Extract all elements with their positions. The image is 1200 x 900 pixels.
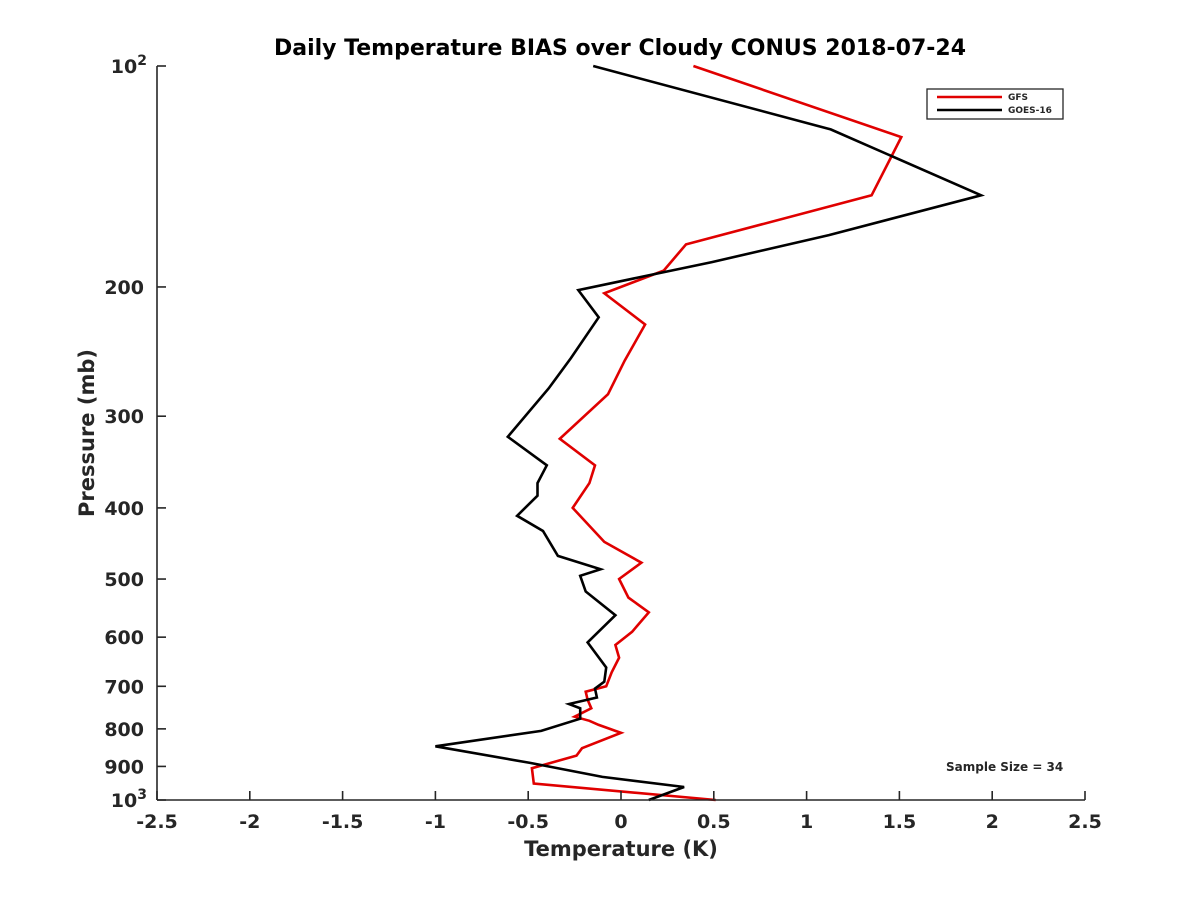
y-tick-label: 900 [104,756,144,778]
y-ticks: 200 300 400 500 600 700 800 900 102 103 [104,53,166,812]
x-tick-label: 0 [614,811,627,833]
legend-box [926,88,1064,120]
x-tick-label: 2 [986,811,999,833]
x-axis-label: Temperature (K) [524,837,718,861]
y-tick-label: 700 [104,676,144,698]
x-tick-label: -0.5 [507,811,549,833]
y-tick-label: 600 [104,627,144,649]
series-line-goes16 [435,64,986,802]
x-tick-label: -1 [425,811,446,833]
sample-size-annotation: Sample Size = 34 [946,760,1063,774]
y-tick-label-power: 102 [111,53,147,78]
chart-title: Daily Temperature BIAS over Cloudy CONUS… [274,36,966,61]
x-tick-label: -2 [239,811,260,833]
x-tick-label: 2.5 [1068,811,1102,833]
x-tick-label: 1.5 [883,811,917,833]
x-tick-label: -1.5 [322,811,364,833]
legend-label-gfs: GFS [1008,93,1028,103]
x-tick-label: 0.5 [697,811,731,833]
y-tick-label: 400 [104,498,144,520]
legend-label-goes16: GOES-16 [1008,106,1052,116]
y-tick-label: 800 [104,719,144,741]
y-tick-label-power: 103 [111,787,147,812]
legend: GFS GOES-16 [926,88,1064,120]
x-ticks: -2.5 -2 -1.5 -1 -0.5 0 0.5 1 1.5 2 2.5 [136,791,1102,833]
y-tick-label: 300 [104,406,144,428]
series-line-gfs [530,64,904,802]
x-tick-label: 1 [800,811,813,833]
series-lines [435,64,986,802]
y-tick-label: 200 [104,277,144,299]
y-tick-label: 500 [104,569,144,591]
x-tick-label: -2.5 [136,811,178,833]
y-axis-label: Pressure (mb) [75,349,99,517]
